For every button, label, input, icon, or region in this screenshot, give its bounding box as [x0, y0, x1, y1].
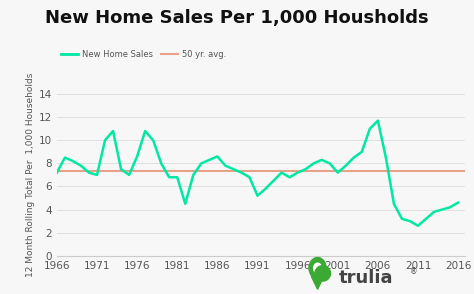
Circle shape: [309, 258, 326, 279]
Polygon shape: [311, 276, 324, 289]
Text: ⌂: ⌂: [312, 267, 323, 285]
Text: New Home Sales Per 1,000 Housholds: New Home Sales Per 1,000 Housholds: [45, 9, 429, 27]
Circle shape: [314, 263, 321, 273]
Text: ●: ●: [313, 262, 332, 282]
Text: trulia: trulia: [339, 269, 393, 287]
Y-axis label: 12 Month Rolling Total Per  1,000 Households: 12 Month Rolling Total Per 1,000 Househo…: [26, 73, 35, 277]
Text: ®: ®: [410, 268, 418, 276]
Legend: New Home Sales, 50 yr. avg.: New Home Sales, 50 yr. avg.: [61, 50, 226, 59]
